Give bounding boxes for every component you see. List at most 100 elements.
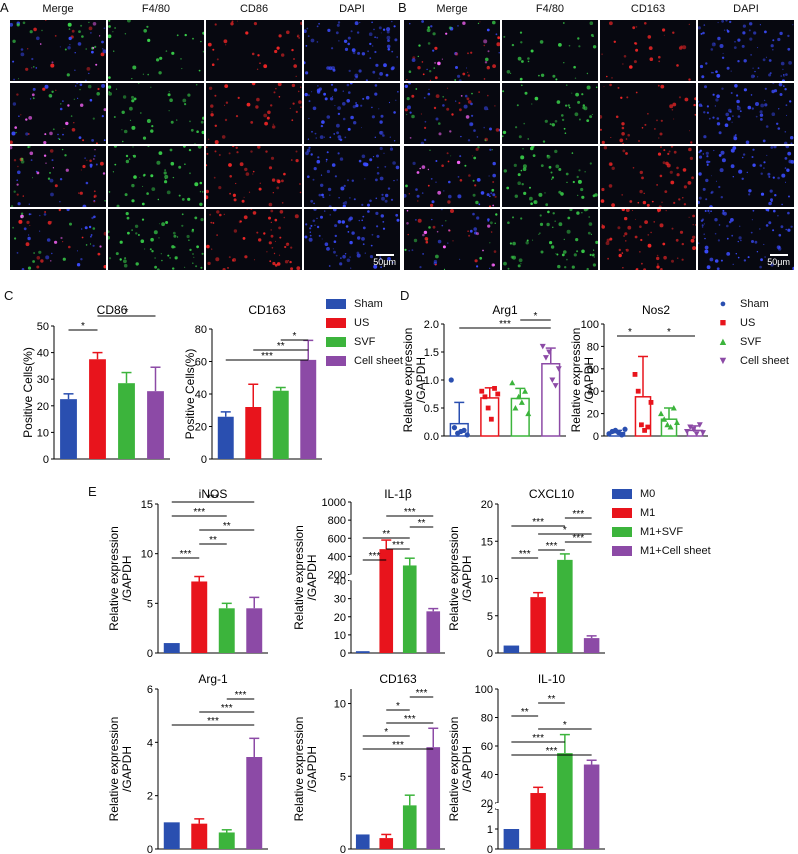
bar <box>218 608 235 653</box>
significance-label: ** <box>223 521 231 532</box>
significance-label: *** <box>499 319 511 330</box>
data-point <box>488 416 494 422</box>
data-point <box>619 432 625 438</box>
micrograph-tile <box>10 83 106 144</box>
significance-label: ** <box>548 694 556 705</box>
bar <box>583 638 600 653</box>
y-tick-label: 2.0 <box>424 319 439 331</box>
micrograph-tile <box>108 209 204 270</box>
data-point <box>674 419 680 426</box>
bar <box>660 418 678 437</box>
data-point <box>642 428 647 433</box>
bar <box>530 793 546 849</box>
y-tick-label: 0 <box>43 454 49 466</box>
y-axis-label: Relative expression/GAPDH <box>107 526 134 631</box>
significance-label: *** <box>572 509 584 520</box>
legend-item: M1+SVF <box>612 522 711 541</box>
y-tick-label: 10 <box>334 699 346 711</box>
bar <box>272 390 289 459</box>
significance-label: *** <box>546 746 558 757</box>
significance-label: * <box>125 307 129 318</box>
data-point <box>479 388 485 394</box>
significance-label: * <box>396 701 400 712</box>
data-point <box>658 410 664 417</box>
bar <box>191 823 208 849</box>
header-a-dapi: DAPI <box>339 3 365 15</box>
bar <box>300 359 317 459</box>
data-point <box>648 400 654 405</box>
circle-marker-icon: ● <box>719 297 727 310</box>
significance-label: *** <box>235 690 247 701</box>
micrograph-tile <box>10 20 106 81</box>
bar <box>503 645 520 653</box>
panel-label-e: E <box>88 484 97 499</box>
y-tick-label: 60 <box>195 357 207 369</box>
scale-bar-line <box>769 254 788 256</box>
significance-label: *** <box>532 517 544 528</box>
micrograph-tile: 50μm <box>698 209 794 270</box>
y-tick-label: 80 <box>195 324 207 336</box>
legend-item: M1 <box>612 503 711 522</box>
micrograph-tile <box>10 209 106 270</box>
y-axis-label: Relative expression/GAPDH <box>401 328 428 433</box>
swatch-us <box>326 317 346 328</box>
bar <box>426 611 441 653</box>
y-tick-label: 20 <box>481 499 493 511</box>
data-point <box>515 393 522 400</box>
chart-title: Arg1 <box>492 303 518 317</box>
bar <box>191 581 208 653</box>
data-point <box>664 421 671 428</box>
significance-label: * <box>534 311 538 322</box>
significance-label: *** <box>392 540 404 551</box>
data-point <box>622 426 628 432</box>
chart-title: IL-10 <box>538 672 566 686</box>
data-point <box>555 366 562 372</box>
micrograph-tile <box>404 20 500 81</box>
y-tick-label: 0.5 <box>424 403 439 415</box>
data-point <box>670 405 677 411</box>
legend-label: US <box>354 316 370 329</box>
bar <box>218 832 235 849</box>
significance-label: *** <box>546 541 558 552</box>
header-b-f480: F4/80 <box>535 3 565 15</box>
significance-label: ** <box>277 341 285 352</box>
significance-label: *** <box>180 549 192 560</box>
y-tick-label: 0 <box>593 431 599 443</box>
y-tick-label: 100 <box>581 319 599 331</box>
legend-label: US <box>740 316 756 329</box>
data-point <box>549 377 556 383</box>
y-tick-label: 10 <box>481 574 493 586</box>
bar <box>379 838 394 849</box>
bar <box>163 822 180 849</box>
y-tick-label: 100 <box>475 684 493 696</box>
y-tick-label: 30 <box>37 374 49 386</box>
y-tick-label: 5 <box>340 771 346 783</box>
micrograph-tile <box>404 209 500 270</box>
y-tick-label: 20 <box>195 422 207 434</box>
data-point <box>696 422 703 428</box>
panel-label-b: B <box>398 0 407 15</box>
significance-label: ** <box>521 707 529 718</box>
y-tick-label: 0.0 <box>424 431 439 443</box>
significance-label: ** <box>418 518 426 529</box>
data-point <box>482 394 488 400</box>
data-point <box>518 399 525 405</box>
bar <box>246 757 263 849</box>
y-axis-label: Positive Cells(%) <box>21 347 35 438</box>
scale-bar-line <box>375 254 394 256</box>
data-point <box>546 349 553 355</box>
header-b-cd163: CD163 <box>630 3 666 15</box>
data-point <box>693 431 700 437</box>
bar <box>245 407 262 459</box>
scale-bar-label: 50μm <box>373 257 396 267</box>
chart-title: CXCL10 <box>529 487 575 501</box>
y-tick-label: 0 <box>340 844 346 854</box>
bar <box>118 383 135 459</box>
panel-label-c: C <box>4 288 14 303</box>
data-point <box>522 388 529 394</box>
significance-label: *** <box>207 493 219 504</box>
chart-cd86: 0 10 20 30 40 50 CD86 Positive Cells(%) * * <box>21 303 170 466</box>
legend-label: Cell sheet <box>740 354 789 367</box>
